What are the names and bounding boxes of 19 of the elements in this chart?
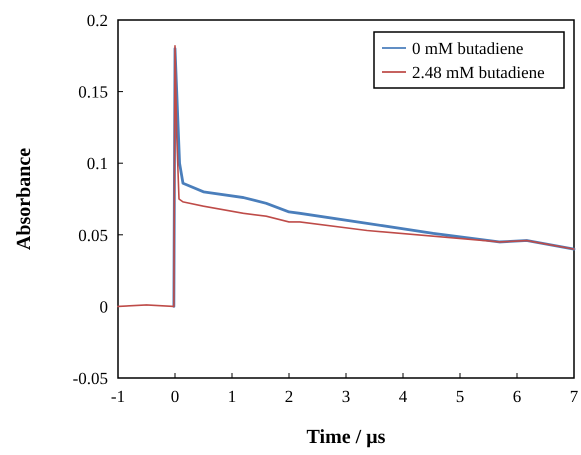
legend-label: 0 mM butadiene: [412, 39, 524, 58]
y-tick-label: 0.1: [86, 154, 108, 174]
y-tick-label: -0.05: [72, 369, 108, 388]
x-tick-label: 3: [342, 387, 350, 406]
x-tick-label: 5: [456, 387, 464, 406]
x-tick-label: -1: [110, 387, 126, 406]
x-tick-label: 7: [570, 387, 579, 406]
y-axis-title: Absorbance: [13, 148, 35, 250]
y-tick-label: 0: [100, 297, 108, 316]
x-tick-label: 0: [170, 387, 180, 406]
y-tick-label: 0.15: [78, 82, 108, 102]
x-axis-title: Time / µs: [306, 426, 386, 448]
x-tick-label: 4: [398, 387, 408, 406]
y-tick-label: 0.2: [86, 11, 108, 30]
x-tick-label: 6: [512, 387, 522, 406]
y-tick-label: 0.05: [78, 226, 108, 245]
x-tick-label: 2: [284, 387, 294, 406]
legend-label: 2.48 mM butadiene: [412, 63, 545, 82]
x-tick-label: 1: [228, 387, 236, 406]
